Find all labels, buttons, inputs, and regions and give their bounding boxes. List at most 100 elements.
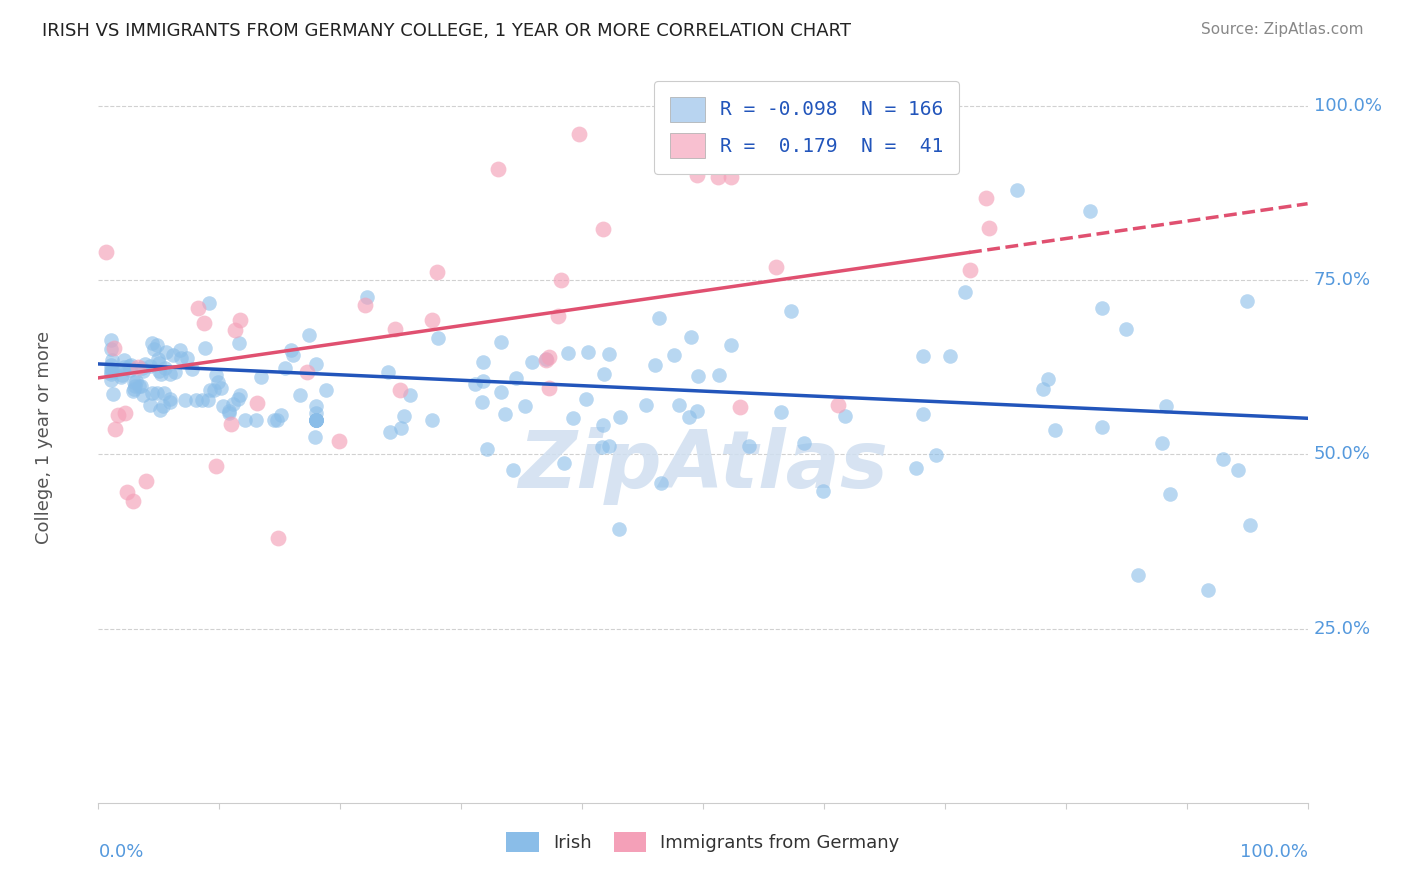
Point — [305, 412, 328, 426]
Point — [780, 304, 803, 318]
Point — [122, 382, 145, 396]
Point — [471, 394, 494, 409]
Point — [1154, 400, 1177, 414]
Point — [905, 461, 928, 475]
Point — [1090, 420, 1112, 434]
Point — [547, 309, 569, 323]
Point — [472, 374, 495, 388]
Point — [576, 344, 599, 359]
Point — [912, 350, 935, 364]
Point — [939, 349, 962, 363]
Point — [1032, 382, 1054, 396]
Point — [911, 407, 934, 421]
Point — [250, 369, 273, 384]
Point — [1239, 517, 1261, 532]
Point — [520, 355, 543, 369]
Point — [662, 348, 685, 362]
Point — [245, 412, 267, 426]
Point — [229, 387, 252, 401]
Point — [420, 413, 443, 427]
Point — [550, 273, 572, 287]
Point — [688, 369, 710, 384]
Point — [205, 458, 228, 473]
Point — [305, 412, 328, 426]
Point — [575, 392, 598, 406]
Point — [356, 290, 378, 304]
Point — [305, 357, 328, 371]
Point — [209, 380, 232, 394]
Point — [557, 346, 579, 360]
Point — [472, 355, 495, 369]
Point — [377, 365, 399, 379]
Point — [125, 374, 148, 388]
Point — [681, 330, 703, 344]
Point — [304, 430, 326, 444]
Point — [494, 407, 516, 421]
Point — [148, 356, 170, 370]
Point — [176, 351, 198, 365]
Point — [709, 368, 731, 382]
Point — [536, 351, 558, 366]
Text: 0.0%: 0.0% — [98, 843, 143, 861]
Point — [491, 384, 513, 399]
Point — [152, 399, 174, 413]
Point — [94, 244, 117, 259]
Point — [707, 169, 730, 184]
Point — [394, 409, 416, 424]
Point — [426, 265, 449, 279]
Point — [464, 377, 486, 392]
Point — [127, 360, 149, 375]
Point — [107, 362, 129, 376]
Point — [305, 400, 328, 414]
Point — [1128, 567, 1150, 582]
Point — [568, 127, 591, 141]
Point — [100, 342, 122, 356]
Point — [977, 221, 1000, 235]
Point — [221, 397, 243, 411]
Point — [194, 341, 217, 355]
Point — [295, 365, 318, 379]
Point — [159, 392, 181, 406]
Point — [477, 442, 499, 456]
Point — [118, 359, 141, 373]
Point — [834, 409, 856, 423]
Point — [139, 398, 162, 412]
Point — [218, 406, 240, 420]
Point — [592, 222, 614, 236]
Point — [686, 404, 709, 418]
Point — [132, 388, 155, 402]
Point — [305, 412, 328, 426]
Point — [591, 440, 613, 454]
Point — [505, 370, 527, 384]
Point — [502, 463, 524, 477]
Point — [399, 388, 422, 402]
Point — [266, 412, 288, 426]
Point — [129, 378, 152, 392]
Point — [162, 348, 184, 362]
Point — [305, 412, 328, 426]
Point — [169, 343, 191, 357]
Point — [145, 386, 167, 401]
Point — [224, 323, 246, 337]
Point — [111, 368, 134, 382]
Point — [100, 334, 122, 348]
Point — [328, 434, 350, 448]
Point — [678, 409, 700, 424]
Point — [488, 161, 510, 176]
Point — [305, 406, 328, 420]
Point — [187, 301, 209, 315]
Point — [207, 375, 229, 389]
Point — [534, 352, 557, 367]
Point — [198, 296, 221, 310]
Point — [100, 367, 122, 381]
Point — [538, 350, 561, 364]
Point — [305, 412, 328, 426]
Point — [1043, 423, 1066, 437]
Point — [811, 483, 834, 498]
Point — [100, 365, 122, 379]
Point — [1226, 463, 1249, 477]
Point — [155, 345, 177, 359]
Point — [124, 379, 146, 393]
Point — [218, 403, 240, 417]
Point — [148, 364, 170, 378]
